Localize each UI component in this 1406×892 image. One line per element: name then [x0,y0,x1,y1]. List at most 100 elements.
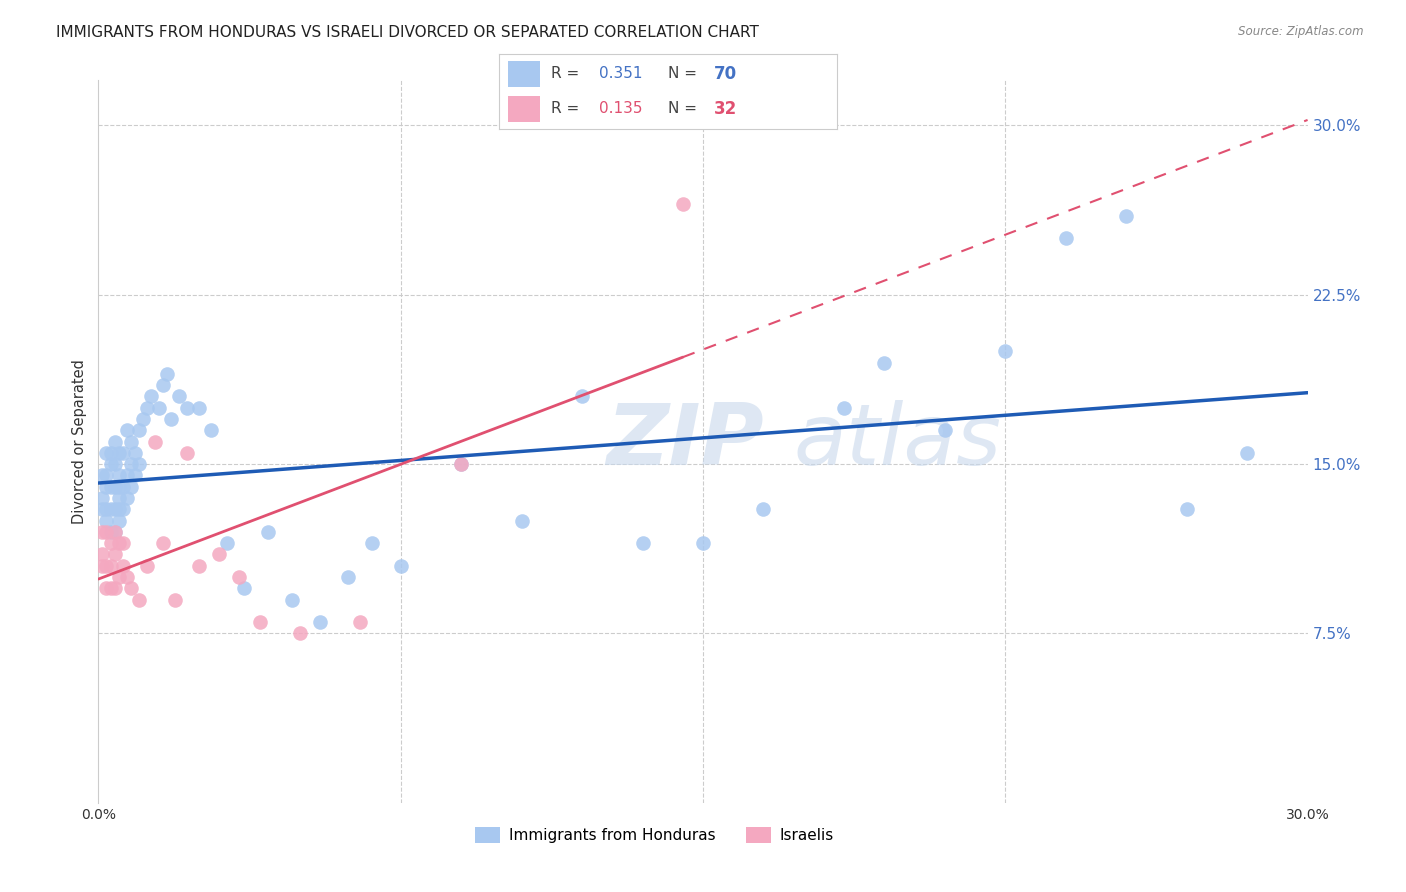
Point [152,536,174,550]
Point [91,502,114,516]
Point [1115,209,1137,223]
Point [96,558,118,573]
Text: R =: R = [551,67,585,81]
Point [107,570,129,584]
Point [160,412,183,426]
Point [100,502,122,516]
Point [188,558,211,573]
Point [692,536,714,550]
Text: N =: N = [668,67,702,81]
Point [100,446,122,460]
Point [132,412,155,426]
Point [115,491,138,505]
Point [994,344,1017,359]
Point [450,457,472,471]
Point [510,514,533,528]
Point [389,558,412,573]
Point [288,626,311,640]
Point [120,457,142,471]
Point [139,389,162,403]
Point [631,536,654,550]
Point [120,480,142,494]
Point [873,355,896,369]
FancyBboxPatch shape [508,62,540,87]
Text: IMMIGRANTS FROM HONDURAS VS ISRAELI DIVORCED OR SEPARATED CORRELATION CHART: IMMIGRANTS FROM HONDURAS VS ISRAELI DIVO… [56,25,759,40]
Point [450,457,472,471]
Point [103,524,125,539]
Point [128,457,150,471]
Point [135,558,157,573]
Text: R =: R = [551,102,585,116]
Point [103,457,125,471]
Point [208,548,231,562]
Point [176,446,198,460]
Point [96,514,118,528]
Point [111,446,134,460]
Point [103,548,125,562]
Point [256,524,278,539]
Point [107,480,129,494]
Point [1175,502,1198,516]
Point [163,592,186,607]
Point [361,536,384,550]
FancyBboxPatch shape [508,96,540,122]
Point [148,401,170,415]
Point [571,389,593,403]
Point [96,502,118,516]
Point [100,536,122,550]
Point [103,434,125,449]
Point [107,468,129,483]
Point [91,524,114,539]
Point [249,615,271,630]
Point [115,423,138,437]
Point [91,548,114,562]
Point [100,524,122,539]
Text: 0.135: 0.135 [599,102,643,116]
Point [103,480,125,494]
Y-axis label: Divorced or Separated: Divorced or Separated [72,359,87,524]
Point [124,468,146,483]
Point [217,536,239,550]
Point [135,401,157,415]
Point [934,423,956,437]
Point [100,480,122,494]
Point [120,434,142,449]
Point [281,592,304,607]
Point [188,401,211,415]
Point [107,446,129,460]
Point [111,536,134,550]
Point [100,558,122,573]
Point [672,197,695,211]
Point [107,536,129,550]
Point [1054,231,1077,245]
Text: 0.351: 0.351 [599,67,643,81]
Point [96,468,118,483]
Point [100,457,122,471]
Point [96,582,118,596]
Point [107,502,129,516]
Point [176,401,198,415]
Point [200,423,222,437]
Point [103,524,125,539]
Text: Source: ZipAtlas.com: Source: ZipAtlas.com [1239,25,1364,38]
Point [115,468,138,483]
Point [107,491,129,505]
Point [832,401,855,415]
Point [111,558,134,573]
Point [111,502,134,516]
Point [228,570,250,584]
Point [103,582,125,596]
Point [111,480,134,494]
Point [96,446,118,460]
Point [1236,446,1258,460]
Point [152,378,174,392]
Point [143,434,166,449]
Point [349,615,371,630]
Point [752,502,775,516]
Point [96,480,118,494]
Text: N =: N = [668,102,702,116]
Text: ZIP: ZIP [606,400,763,483]
Text: 70: 70 [713,65,737,83]
Point [115,570,138,584]
Point [103,502,125,516]
